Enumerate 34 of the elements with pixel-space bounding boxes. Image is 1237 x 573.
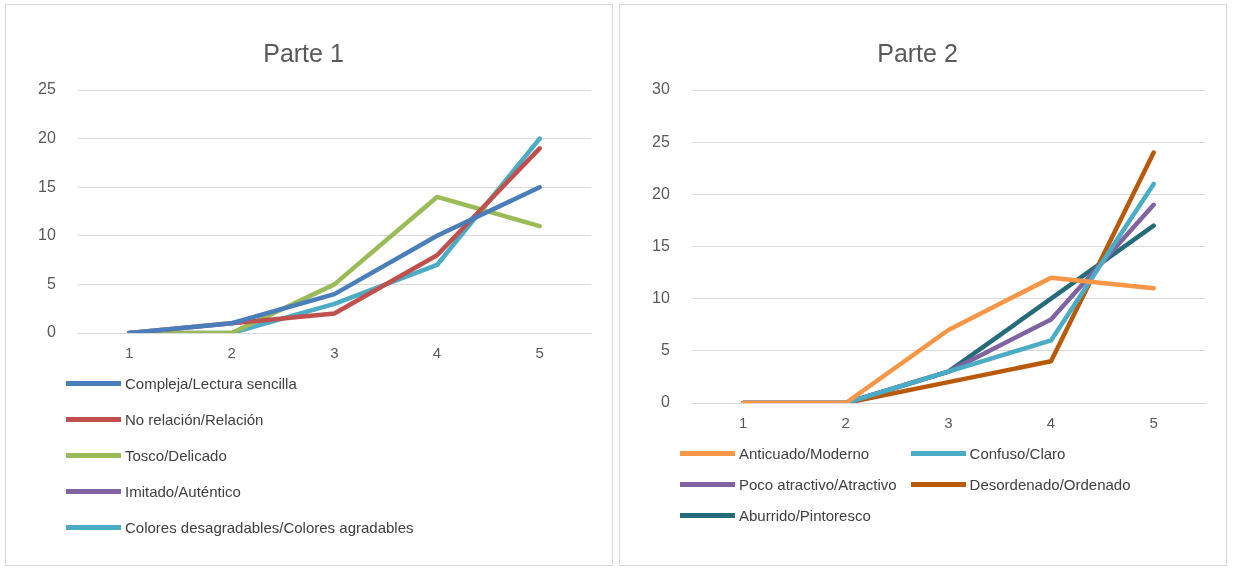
legend-label: Anticuado/Moderno xyxy=(739,445,870,462)
y-tick-label: 25 xyxy=(652,132,670,150)
y-tick-label: 0 xyxy=(46,323,56,341)
y-tick-label: 10 xyxy=(652,289,670,307)
y-tick-label: 20 xyxy=(38,129,56,147)
x-tick-label: 2 xyxy=(841,414,850,432)
legend-label: Confuso/Claro xyxy=(969,445,1066,462)
y-tick-label: 10 xyxy=(38,226,56,244)
x-tick-label: 5 xyxy=(1149,414,1158,432)
legend-label: Aburrido/Pintoresco xyxy=(739,507,871,524)
chart-title: Parte 1 xyxy=(263,38,344,67)
legend-label: Colores desagradables/Colores agradables xyxy=(125,519,414,536)
legend-label: Compleja/Lectura sencilla xyxy=(125,375,297,392)
y-tick-label: 0 xyxy=(660,393,670,411)
x-tick-label: 2 xyxy=(227,344,236,362)
x-tick-label: 4 xyxy=(432,344,442,362)
chart-title: Parte 2 xyxy=(877,38,958,67)
x-tick-label: 3 xyxy=(330,344,339,362)
x-tick-label: 3 xyxy=(944,414,953,432)
y-tick-label: 25 xyxy=(38,80,56,98)
legend-label: Desordenado/Ordenado xyxy=(969,476,1131,493)
x-tick-label: 4 xyxy=(1046,414,1056,432)
y-tick-label: 15 xyxy=(652,236,670,254)
legend-label: Poco atractivo/Atractivo xyxy=(739,476,897,493)
y-tick-label: 15 xyxy=(38,177,56,195)
legend-label: No relación/Relación xyxy=(125,411,264,428)
legend-label: Tosco/Delicado xyxy=(125,447,227,464)
x-tick-label: 5 xyxy=(535,344,544,362)
y-tick-label: 20 xyxy=(652,184,670,202)
y-tick-label: 30 xyxy=(652,80,670,98)
x-tick-label: 1 xyxy=(124,344,134,362)
x-tick-label: 1 xyxy=(738,414,748,432)
legend-label: Imitado/Auténtico xyxy=(125,483,241,500)
y-tick-label: 5 xyxy=(46,274,56,292)
